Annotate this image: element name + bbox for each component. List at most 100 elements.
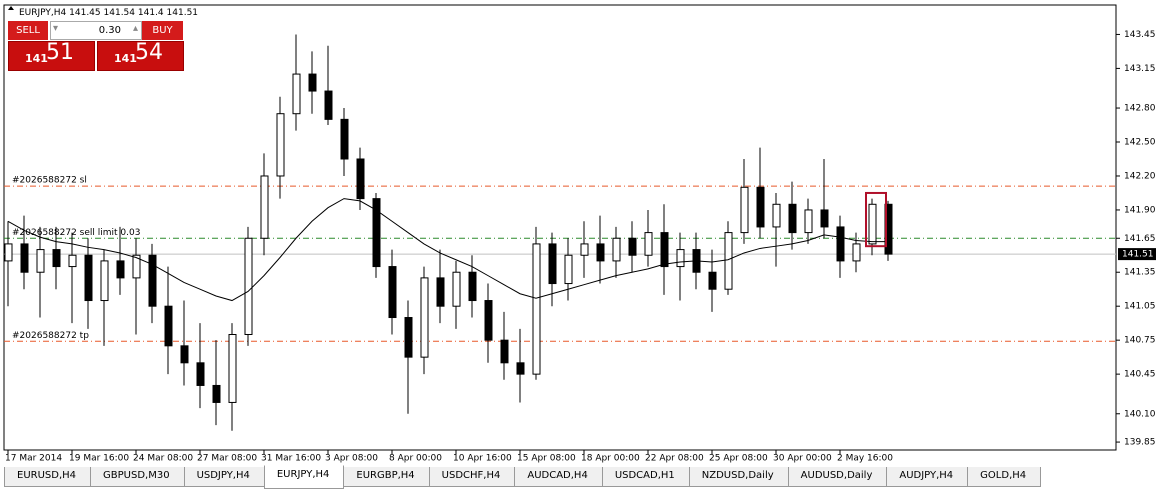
y-tick-label: 141.65 (1124, 234, 1156, 244)
chart-tab[interactable]: AUDJPY,H4 (886, 467, 969, 487)
candle-body (660, 232, 669, 268)
candle-body (868, 203, 877, 245)
y-tick-label: 143.15 (1124, 64, 1156, 74)
candle-body (452, 271, 461, 307)
lot-input[interactable]: ▾ 0.30 ▴ (50, 21, 142, 40)
chart-tab[interactable]: AUDUSD,Daily (787, 467, 888, 487)
chart-tab[interactable]: AUDCAD,H4 (514, 467, 603, 487)
highlight-box (865, 191, 887, 248)
candle-body (724, 232, 733, 290)
chart-tab[interactable]: USDJPY,H4 (183, 467, 265, 487)
spin-up[interactable]: ▴ (132, 23, 138, 34)
candle-body (788, 203, 797, 234)
candle-body (420, 277, 429, 358)
chart-tab[interactable]: USDCAD,H1 (601, 467, 690, 487)
chart-tab[interactable]: USDCHF,H4 (428, 467, 516, 487)
candle-body (372, 198, 381, 268)
candle-body (68, 254, 77, 268)
candle-body (676, 249, 685, 268)
chart-tab[interactable]: EURUSD,H4 (4, 467, 92, 487)
candle-body (532, 243, 541, 375)
y-tick-label: 140.45 (1124, 370, 1156, 380)
candle-body (340, 118, 349, 160)
candle-body (804, 209, 813, 234)
bid-label: 141.51 (1122, 250, 1154, 260)
candle-body (596, 243, 605, 262)
chart-tab[interactable]: GOLD,H4 (967, 467, 1042, 487)
candle-body (708, 271, 717, 290)
candle-body (276, 113, 285, 177)
buy-price[interactable]: 141 54 (97, 40, 184, 71)
ohlc: 141.54 (103, 8, 136, 18)
candle-body (116, 260, 125, 279)
y-tick-label: 141.90 (1124, 205, 1156, 215)
chart-tab[interactable]: NZDUSD,Daily (688, 467, 789, 487)
candle-body (100, 260, 109, 302)
candle-body (292, 73, 301, 115)
chart-tab[interactable]: EURGBP,H4 (343, 467, 430, 487)
candle-body (180, 345, 189, 364)
x-tick-label: 24 Mar 08:00 (133, 454, 193, 464)
y-tick-label: 141.05 (1124, 302, 1156, 312)
sell-price[interactable]: 141 51 (8, 40, 95, 71)
chart-tab[interactable]: EURJPY,H4 (263, 465, 345, 489)
x-tick-label: 10 Apr 16:00 (453, 454, 512, 464)
order-label: #2026588272 sl (12, 176, 87, 186)
candle-body (852, 243, 861, 262)
candle-body (644, 232, 653, 256)
candle-body (196, 362, 205, 386)
candle-body (132, 254, 141, 279)
candle-body (564, 254, 573, 285)
candle-body (324, 90, 333, 120)
chart-tab[interactable]: GBPUSD,M30 (90, 467, 185, 487)
x-tick-label: 15 Apr 08:00 (517, 454, 576, 464)
candle-body (612, 237, 621, 262)
buy-button[interactable]: BUY (142, 21, 183, 40)
price-small: 51 (46, 40, 74, 65)
candle-body (484, 300, 493, 341)
candle-body (244, 237, 253, 336)
candle-body (772, 203, 781, 228)
y-tick-label: 140.75 (1124, 336, 1156, 346)
y-tick-label: 140.10 (1124, 409, 1156, 419)
y-tick-label: 142.50 (1124, 138, 1156, 148)
candle-body (148, 254, 157, 307)
trade-panel: SELL ▾ 0.30 ▴ BUY 141 51 141 54 (8, 21, 184, 71)
candle-body (84, 254, 93, 302)
candle-body (628, 237, 637, 256)
candle-body (516, 362, 525, 375)
spin-down[interactable]: ▾ (53, 23, 59, 34)
x-tick-label: 18 Apr 00:00 (581, 454, 640, 464)
candle-body (356, 158, 365, 200)
candle-body (436, 277, 445, 307)
order-label: #2026588272 sell limit 0.03 (12, 228, 140, 238)
candle-body (404, 317, 413, 358)
ohlc: 141.45 (69, 8, 101, 18)
moving-average (7, 198, 888, 302)
candle-body (4, 243, 13, 262)
x-tick-label: 2 May 16:00 (837, 454, 893, 464)
price-big: 141 (114, 52, 137, 65)
candle-body (500, 339, 509, 364)
ohlc: 141.4 (137, 8, 164, 18)
y-tick-label: 141.35 (1124, 268, 1156, 278)
candle-body (388, 266, 397, 319)
x-tick-label: 31 Mar 16:00 (261, 454, 321, 464)
x-tick-label: 30 Apr 00:00 (773, 454, 832, 464)
candle-body (820, 209, 829, 228)
candle-body (468, 271, 477, 302)
price-small: 54 (135, 40, 163, 65)
x-tick-label: 25 Apr 08:00 (709, 454, 768, 464)
collapse-icon[interactable] (8, 6, 14, 10)
chart-tabs: EURUSD,H4 GBPUSD,M30 USDJPY,H4 EURJPY,H4 EUR… (4, 465, 1042, 489)
candle-body (308, 73, 317, 92)
chart: 143.45 143.15 142.80 142.50 142.20 141.90 141.… (3, 4, 1156, 464)
y-tick-label: 143.45 (1124, 30, 1156, 40)
symbol: EURJPY,H4 (19, 8, 67, 18)
candle-body (36, 249, 45, 273)
candle-body (20, 243, 29, 273)
x-tick-label: 17 Mar 2014 (5, 454, 62, 464)
candle-body (164, 305, 173, 347)
candle-body (228, 334, 237, 403)
sell-button[interactable]: SELL (8, 21, 48, 40)
